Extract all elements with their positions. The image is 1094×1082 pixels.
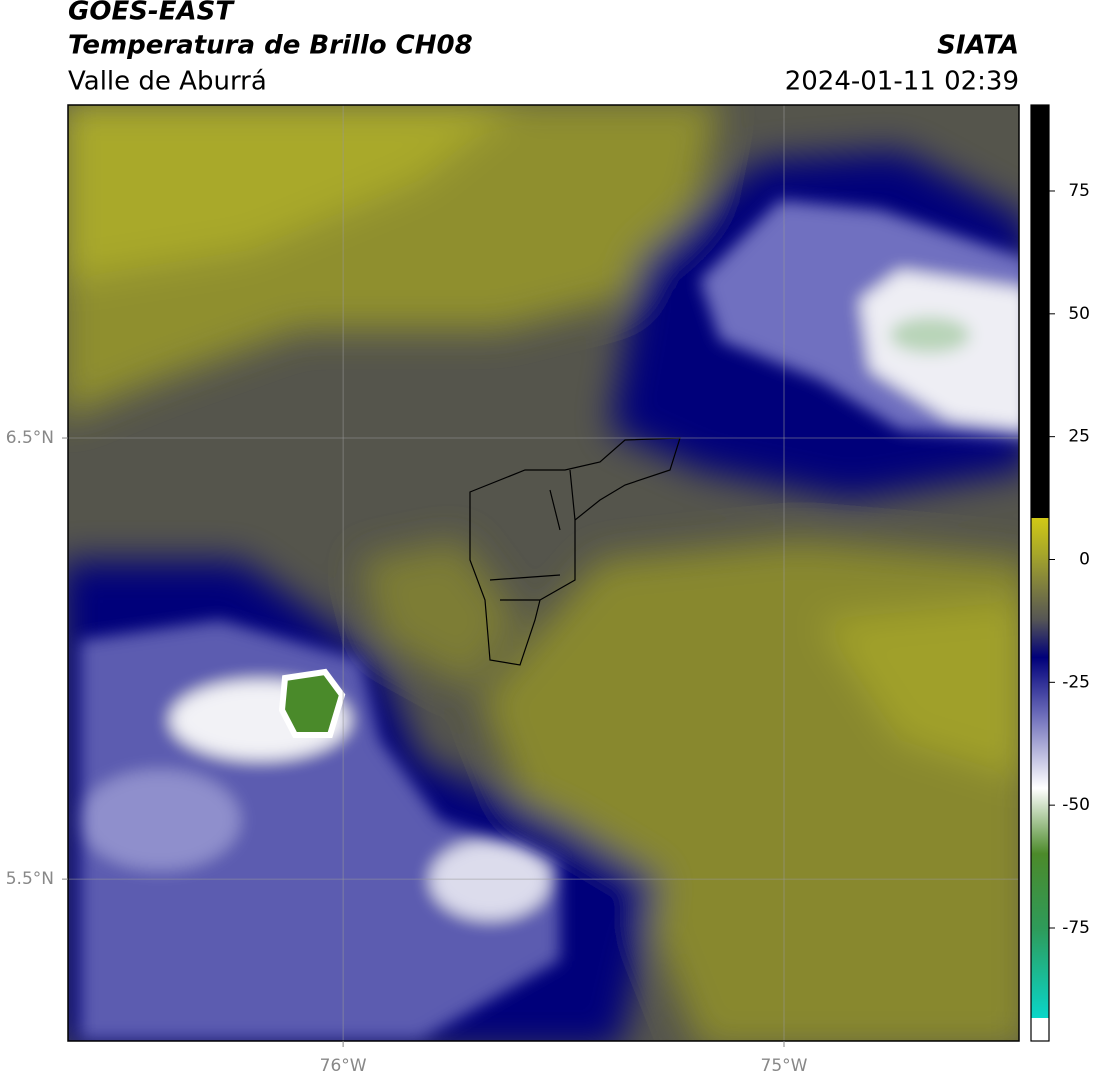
- title: GOES-EAST: [68, 0, 235, 27]
- colorbar-top: [1031, 105, 1049, 518]
- colorbar-tick-label: 75: [1068, 181, 1090, 201]
- map-image: [68, 105, 1019, 1041]
- x-tick-label: 75°W: [761, 1056, 808, 1076]
- colorbar-frame: [1030, 104, 1050, 1042]
- colorbar-tick-label: -50: [1062, 795, 1090, 815]
- subtitle: Temperatura de Brillo CH08: [68, 31, 473, 61]
- region: Valle de Aburrá: [68, 67, 267, 97]
- y-tick-label: 6.5°N: [6, 428, 54, 448]
- datetime: 2024-01-11 02:39: [785, 67, 1019, 97]
- x-tick-label: 76°W: [320, 1056, 367, 1076]
- colorbar-tick-label: -25: [1062, 672, 1090, 692]
- colorbar-tick-label: 0: [1079, 549, 1090, 569]
- map-frame: [67, 104, 1020, 1042]
- colorbar-tick-label: -75: [1062, 918, 1090, 938]
- colorbar-bottom: [1031, 1018, 1049, 1041]
- colorbar-tick-label: 50: [1068, 304, 1090, 324]
- source: SIATA: [937, 31, 1019, 61]
- y-tick-label: 5.5°N: [6, 869, 54, 889]
- colorbar-tick-label: 25: [1068, 427, 1090, 447]
